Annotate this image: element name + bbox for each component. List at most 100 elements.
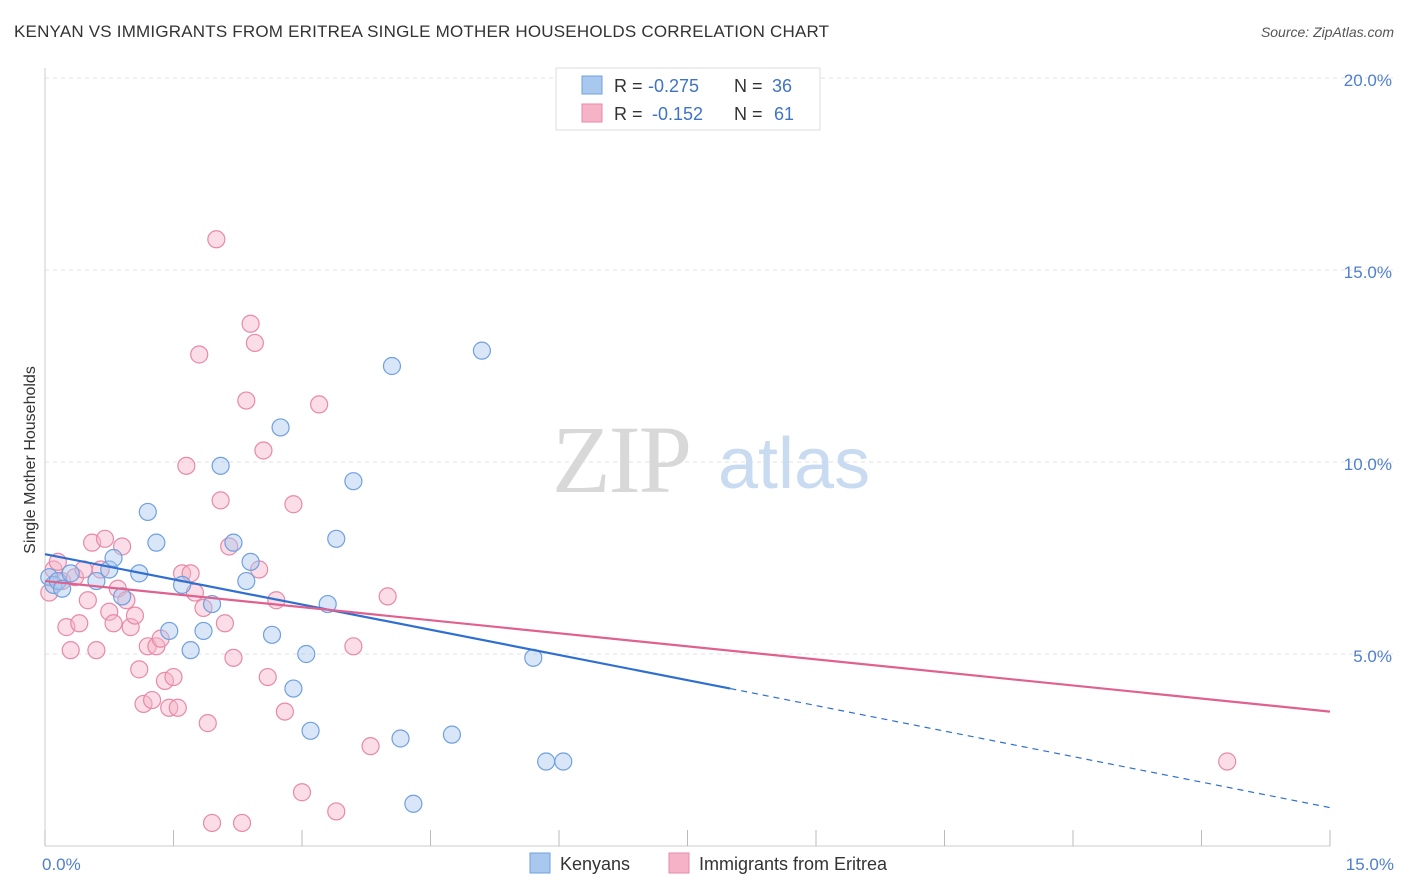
data-point — [241, 552, 260, 571]
legend-r-label: R = — [614, 76, 643, 96]
legend-r-value: -0.152 — [652, 104, 703, 124]
data-point — [155, 671, 175, 690]
data-point — [104, 548, 123, 568]
legend-n-label: N = — [734, 104, 763, 124]
data-point — [211, 456, 230, 475]
trend-line — [44, 553, 731, 690]
trend-line-extension — [730, 687, 1331, 809]
data-point — [181, 641, 200, 660]
x-tick-labels: 0.0% 15.0% — [42, 855, 1394, 874]
bottom-legend-kenyans: Kenyans — [560, 854, 630, 874]
data-point — [53, 579, 72, 598]
data-point — [138, 502, 157, 522]
legend-r-value: -0.275 — [648, 76, 699, 96]
bottom-legend: Kenyans Immigrants from Eritrea — [529, 852, 888, 874]
data-point — [327, 529, 346, 548]
data-point — [177, 456, 196, 475]
data-point — [70, 614, 89, 633]
data-point — [245, 333, 264, 353]
data-point — [378, 587, 397, 606]
data-point — [361, 737, 380, 756]
watermark-atlas: atlas — [718, 424, 870, 504]
legend-n-value: 61 — [774, 104, 794, 124]
x-tick-label: 15.0% — [1346, 855, 1394, 874]
data-point — [147, 533, 166, 552]
y-axis-label: Single Mother Households — [22, 366, 39, 554]
scatter-points — [40, 230, 1237, 833]
data-point — [224, 533, 243, 552]
data-point — [297, 644, 316, 664]
legend-r-label: R = — [614, 104, 643, 124]
data-point — [254, 441, 273, 460]
data-point — [95, 529, 115, 548]
data-point — [237, 391, 256, 410]
data-point — [258, 667, 277, 687]
data-point — [61, 564, 80, 583]
data-point — [164, 667, 183, 687]
data-point — [554, 752, 573, 771]
trend-lines — [44, 553, 1331, 809]
data-point — [284, 679, 303, 698]
data-point — [224, 648, 243, 667]
data-point — [442, 725, 462, 744]
data-point — [241, 314, 260, 333]
data-point — [284, 495, 303, 514]
data-point — [391, 729, 410, 748]
bottom-legend-swatch-kenyans — [529, 852, 551, 874]
data-point — [275, 702, 294, 721]
y-tick-labels: 5.0% 10.0% 15.0% 20.0% — [1344, 71, 1392, 666]
data-point — [215, 614, 234, 633]
data-point — [61, 641, 80, 660]
data-point — [310, 395, 329, 414]
axes — [44, 68, 1331, 847]
legend-n-label: N = — [734, 76, 763, 96]
data-point — [121, 618, 140, 637]
data-point — [202, 813, 222, 833]
y-tick-label: 10.0% — [1344, 455, 1392, 474]
trend-line — [44, 579, 1331, 713]
data-point — [211, 491, 230, 510]
data-point — [344, 472, 363, 491]
data-point — [1218, 752, 1237, 771]
chart-title: KENYAN VS IMMIGRANTS FROM ERITREA SINGLE… — [14, 22, 830, 41]
data-point — [327, 802, 346, 821]
data-point — [207, 230, 226, 249]
data-point — [142, 690, 162, 710]
legend-n-value: 36 — [772, 76, 792, 96]
data-point — [198, 714, 217, 733]
data-point — [160, 621, 179, 641]
watermark-zip: ZIP — [552, 406, 690, 513]
data-point — [168, 698, 187, 717]
x-tick-label: 0.0% — [42, 855, 81, 874]
y-tick-label: 20.0% — [1344, 71, 1392, 90]
data-point — [190, 345, 209, 364]
data-point — [202, 594, 222, 614]
legend-swatch-eritrea — [581, 103, 603, 123]
legend-swatch-kenyans — [581, 75, 603, 95]
data-point — [100, 602, 119, 621]
data-point — [404, 794, 423, 813]
data-point — [134, 694, 153, 714]
data-point — [301, 721, 320, 740]
data-point — [104, 614, 123, 633]
data-point — [194, 621, 213, 641]
data-point — [87, 641, 106, 660]
data-point — [194, 598, 213, 618]
bottom-legend-eritrea: Immigrants from Eritrea — [699, 854, 888, 874]
y-tick-label: 15.0% — [1344, 263, 1392, 282]
y-tick-label: 5.0% — [1353, 647, 1392, 666]
data-point — [537, 752, 556, 771]
data-point — [382, 356, 402, 376]
bottom-legend-swatch-eritrea — [668, 852, 690, 874]
data-point — [472, 341, 491, 360]
data-point — [125, 606, 145, 625]
data-point — [262, 625, 282, 644]
data-point — [344, 637, 363, 656]
data-point — [130, 660, 149, 679]
source-label: Source: ZipAtlas.com — [1260, 24, 1394, 40]
data-point — [292, 783, 312, 802]
data-point — [237, 571, 256, 591]
data-point — [271, 418, 290, 437]
data-point — [232, 813, 252, 833]
